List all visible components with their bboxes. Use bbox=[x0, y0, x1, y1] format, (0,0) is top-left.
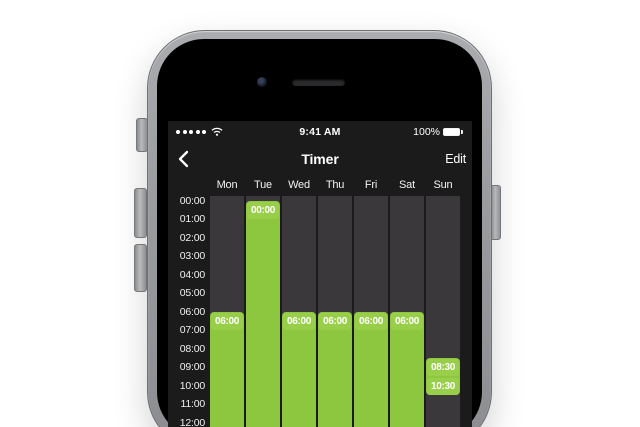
volume-up-button bbox=[134, 188, 147, 238]
bar-time-chip: 06:00 bbox=[319, 313, 351, 330]
battery-icon bbox=[443, 127, 463, 136]
status-time: 9:41 AM bbox=[299, 125, 341, 138]
battery-percent: 100% bbox=[413, 125, 440, 138]
signal-strength-icon bbox=[176, 129, 206, 134]
time-label: 07:00 bbox=[179, 324, 205, 336]
time-label: 11:00 bbox=[180, 398, 206, 410]
day-column-tue[interactable]: 00:00 bbox=[246, 196, 280, 427]
schedule-bar-wed[interactable]: 06:00 bbox=[282, 312, 316, 427]
bar-time-chip: 06:00 bbox=[355, 313, 387, 330]
bar-time-chip: 06:00 bbox=[283, 313, 315, 330]
day-column-sat[interactable]: 06:00 bbox=[390, 196, 424, 427]
schedule-bar-fri[interactable]: 06:00 bbox=[354, 312, 388, 427]
time-label: 09:00 bbox=[179, 361, 205, 373]
day-column-mon[interactable]: 06:00 bbox=[210, 196, 244, 427]
schedule-bar-mon[interactable]: 06:00 bbox=[210, 312, 244, 427]
day-header-tue: Tue bbox=[254, 179, 272, 191]
schedule-grid: 06:00 00:00 06:00 06:00 06:00 06:00 08:30 10:30… bbox=[168, 194, 472, 427]
bar-time-chip: 06:00 bbox=[211, 313, 243, 330]
day-header-sun: Sun bbox=[433, 179, 453, 191]
bar-time-chip: 06:00 bbox=[391, 313, 423, 330]
time-label: 02:00 bbox=[179, 231, 205, 244]
day-header-wed: Wed bbox=[288, 179, 310, 191]
time-label: 01:00 bbox=[179, 213, 205, 225]
app-screen: 9:41 AM 100% Timer Edit Mon Tue Wed Thu Fri S… bbox=[168, 121, 472, 427]
bar-time-chip: 00:00 bbox=[247, 202, 279, 219]
page-title: Timer bbox=[301, 150, 339, 167]
edit-button[interactable]: Edit bbox=[445, 151, 466, 166]
day-header-fri: Fri bbox=[364, 179, 378, 191]
time-label: 00:00 bbox=[179, 194, 205, 207]
time-label: 10:00 bbox=[179, 379, 205, 392]
day-column-wed[interactable]: 06:00 bbox=[282, 196, 316, 427]
schedule-bar-sat[interactable]: 06:00 bbox=[390, 312, 424, 427]
time-label: 03:00 bbox=[179, 250, 205, 262]
status-bar: 9:41 AM 100% bbox=[168, 121, 472, 142]
day-header-thu: Thu bbox=[325, 179, 345, 191]
time-label: 04:00 bbox=[179, 268, 205, 281]
day-column-sun[interactable]: 08:30 10:30 bbox=[426, 196, 460, 427]
volume-down-button bbox=[134, 244, 147, 292]
day-header-sat: Sat bbox=[399, 179, 415, 191]
day-header-row: Mon Tue Wed Thu Fri Sat Sun bbox=[168, 175, 472, 196]
front-camera-icon bbox=[257, 77, 267, 87]
time-label: 08:00 bbox=[179, 342, 205, 355]
day-header-mon: Mon bbox=[216, 179, 238, 191]
day-column-thu[interactable]: 06:00 bbox=[318, 196, 352, 427]
bar-time-chip: 08:30 bbox=[427, 359, 459, 377]
time-label: 12:00 bbox=[179, 416, 205, 427]
earpiece-speaker-icon bbox=[292, 79, 345, 86]
time-label: 05:00 bbox=[179, 287, 205, 299]
day-column-fri[interactable]: 06:00 bbox=[354, 196, 388, 427]
schedule-bar-thu[interactable]: 06:00 bbox=[318, 312, 352, 427]
nav-bar: Timer Edit bbox=[168, 142, 472, 175]
wifi-icon bbox=[211, 127, 223, 136]
time-label: 06:00 bbox=[179, 305, 205, 318]
chevron-left-icon bbox=[178, 150, 189, 167]
schedule-bar-sun[interactable]: 08:30 10:30 bbox=[426, 358, 460, 396]
schedule-bar-tue[interactable]: 00:00 bbox=[246, 201, 280, 427]
bar-time-chip: 10:30 bbox=[427, 378, 459, 396]
back-button[interactable] bbox=[177, 150, 189, 168]
